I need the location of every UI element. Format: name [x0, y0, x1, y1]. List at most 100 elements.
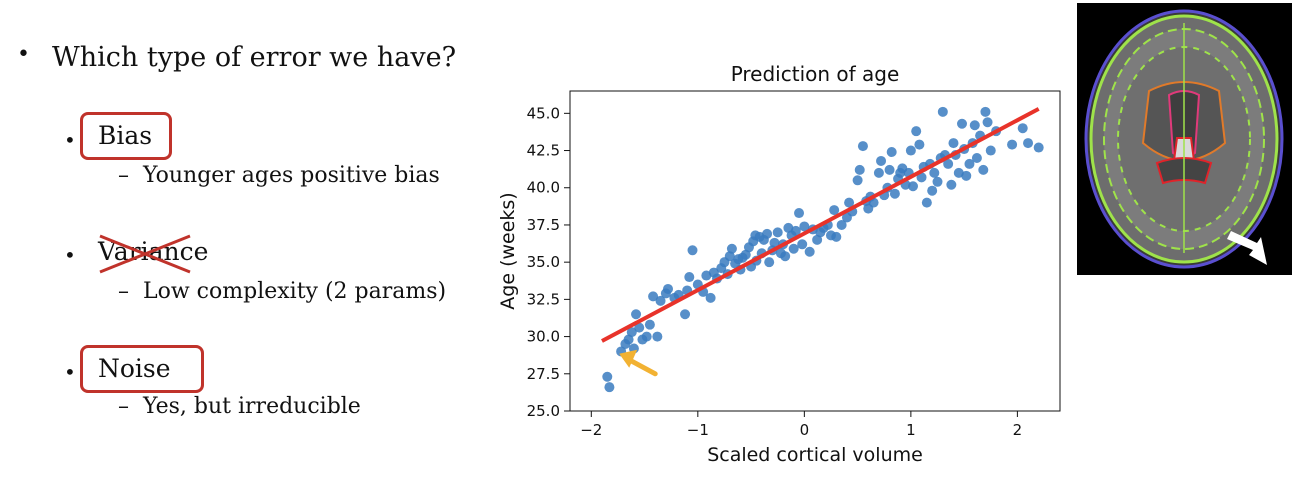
- x-tick-label: −2: [580, 421, 602, 439]
- data-point: [969, 120, 980, 131]
- x-tick-label: 1: [906, 421, 916, 439]
- y-tick-label: 32.5: [527, 290, 560, 308]
- noise-dash: –: [118, 394, 129, 419]
- data-point: [857, 141, 868, 152]
- pointer-arrow-icon: [1227, 231, 1267, 265]
- data-point: [889, 188, 900, 199]
- data-point: [876, 155, 887, 166]
- y-tick-label: 45.0: [527, 104, 560, 122]
- data-point: [929, 167, 940, 178]
- data-point: [772, 227, 783, 238]
- data-point: [648, 291, 659, 302]
- data-point: [804, 246, 815, 257]
- data-point: [652, 331, 663, 342]
- data-point: [626, 327, 637, 338]
- bias-detail: Younger ages positive bias: [143, 163, 440, 188]
- data-point: [705, 292, 716, 303]
- data-point: [884, 164, 895, 175]
- data-point: [946, 179, 957, 190]
- data-point: [943, 158, 954, 169]
- annotation-arrow-icon: [619, 349, 638, 368]
- data-point: [684, 272, 695, 283]
- data-point: [1007, 139, 1018, 150]
- data-point: [788, 243, 799, 254]
- data-point: [769, 237, 780, 248]
- data-point: [790, 225, 801, 236]
- y-axis-label: Age (weeks): [497, 192, 519, 309]
- data-point: [829, 205, 840, 216]
- x-tick-label: 2: [1013, 421, 1023, 439]
- data-point: [964, 158, 975, 169]
- data-point: [978, 164, 989, 175]
- data-point: [604, 382, 615, 393]
- data-point: [916, 172, 927, 183]
- data-point: [948, 138, 959, 149]
- bias-dash: –: [118, 163, 129, 188]
- data-point: [836, 219, 847, 230]
- data-point: [971, 152, 982, 163]
- data-point: [764, 257, 775, 268]
- x-axis-label: Scaled cortical volume: [707, 444, 923, 466]
- data-point: [927, 185, 938, 196]
- data-point: [886, 147, 897, 158]
- data-point: [602, 371, 613, 382]
- data-point: [914, 139, 925, 150]
- data-point: [980, 106, 991, 117]
- data-point: [687, 245, 698, 256]
- annotation-arrow-shaft: [626, 357, 658, 377]
- y-tick-label: 30.0: [527, 328, 560, 346]
- data-point: [908, 181, 918, 192]
- data-point: [1033, 142, 1044, 153]
- data-point: [644, 319, 655, 330]
- data-point: [726, 243, 737, 254]
- data-point: [663, 283, 673, 294]
- noise-bullet: •: [64, 360, 76, 384]
- variance-detail: Low complexity (2 params): [143, 279, 447, 304]
- data-point: [852, 175, 863, 186]
- brain-mri-image: [1077, 3, 1292, 275]
- data-point: [937, 106, 948, 117]
- y-tick-label: 37.5: [527, 216, 560, 234]
- noise-highlight-box: [80, 345, 204, 393]
- regression-fit-line: [601, 107, 1040, 343]
- data-point: [780, 251, 791, 262]
- data-point: [794, 208, 805, 219]
- data-point: [957, 118, 967, 129]
- data-point: [631, 309, 642, 320]
- age-prediction-chart: Prediction of age Scaled cortical volume…: [497, 62, 1061, 466]
- bias-label: Bias: [98, 121, 153, 150]
- chart-title: Prediction of age: [731, 62, 900, 86]
- data-point: [921, 197, 932, 208]
- data-point: [961, 170, 972, 181]
- data-point: [1017, 123, 1028, 134]
- data-point: [680, 309, 691, 320]
- data-point: [982, 117, 993, 128]
- strikethrough-cross: [99, 234, 191, 274]
- question-bullet: •: [17, 42, 30, 67]
- bias-highlight-box: [80, 112, 172, 160]
- data-point: [831, 231, 842, 242]
- x-tick-label: 0: [800, 421, 810, 439]
- y-tick-label: 35.0: [527, 253, 560, 271]
- data-point: [854, 164, 865, 175]
- data-point: [911, 126, 922, 137]
- data-point: [799, 221, 810, 232]
- y-tick-label: 25.0: [527, 402, 560, 420]
- data-point: [634, 322, 645, 333]
- y-tick-label: 40.0: [527, 179, 560, 197]
- plot-frame: [569, 90, 1061, 412]
- data-point: [873, 167, 884, 178]
- x-tick-label: −1: [687, 421, 709, 439]
- data-point: [932, 176, 943, 187]
- noise-detail: Yes, but irreducible: [143, 394, 361, 419]
- question-text: Which type of error we have?: [52, 42, 457, 73]
- variance-dash: –: [118, 279, 129, 304]
- data-point: [844, 197, 855, 208]
- data-point: [905, 145, 916, 156]
- noise-label: Noise: [98, 354, 171, 383]
- data-point: [762, 228, 773, 239]
- data-point: [641, 331, 652, 342]
- data-point: [797, 239, 808, 250]
- data-point: [1023, 138, 1034, 149]
- y-tick-label: 27.5: [527, 365, 560, 383]
